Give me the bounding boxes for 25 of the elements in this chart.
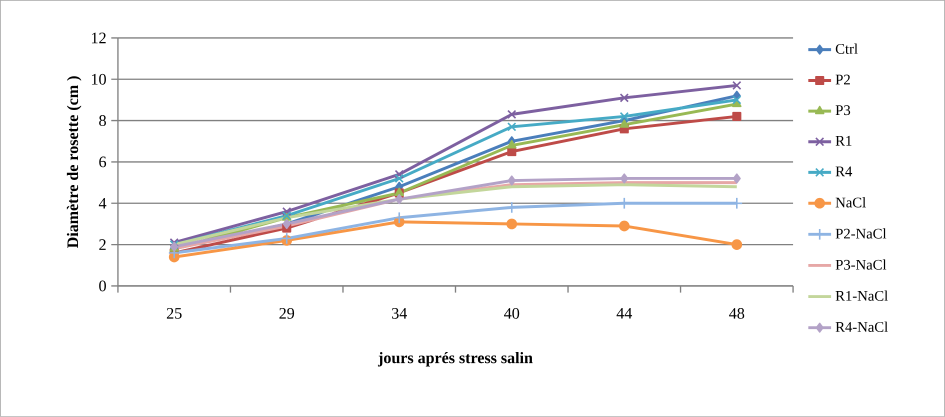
legend-label: R1: [836, 136, 852, 146]
x-tick-label: 44: [616, 308, 632, 319]
y-tick-label: 0: [99, 280, 106, 292]
legend-label: P3: [836, 105, 850, 116]
x-tick-label: 29: [279, 308, 294, 319]
x-tick-label: 34: [392, 308, 407, 319]
legend-label: P2: [836, 74, 850, 84]
x-tick-label: 48: [729, 308, 744, 319]
y-tick-label: 12: [92, 32, 106, 44]
legend-label: R4: [836, 166, 852, 176]
y-axis-title: Diamètre de rosette (cm ): [66, 76, 82, 248]
legend-label: NaCl: [836, 197, 866, 208]
y-tick-label: 4: [98, 198, 106, 209]
y-tick-label: 8: [99, 115, 106, 126]
legend-label: Ctrl: [836, 44, 858, 54]
x-tick-label: 40: [504, 308, 520, 319]
x-axis-title: jours aprés stress salin: [378, 352, 533, 367]
legend-label: R4-NaCl: [836, 322, 888, 332]
legend-label: P2-NaCl: [836, 228, 886, 239]
x-tick-label: 25: [166, 308, 182, 319]
y-tick-label: 2: [99, 239, 106, 250]
y-tick-label: 6: [99, 156, 106, 168]
y-tick-label: 10: [92, 74, 106, 85]
legend-label: P3-NaCl: [836, 259, 886, 270]
legend-label: R1-NaCl: [836, 290, 888, 301]
